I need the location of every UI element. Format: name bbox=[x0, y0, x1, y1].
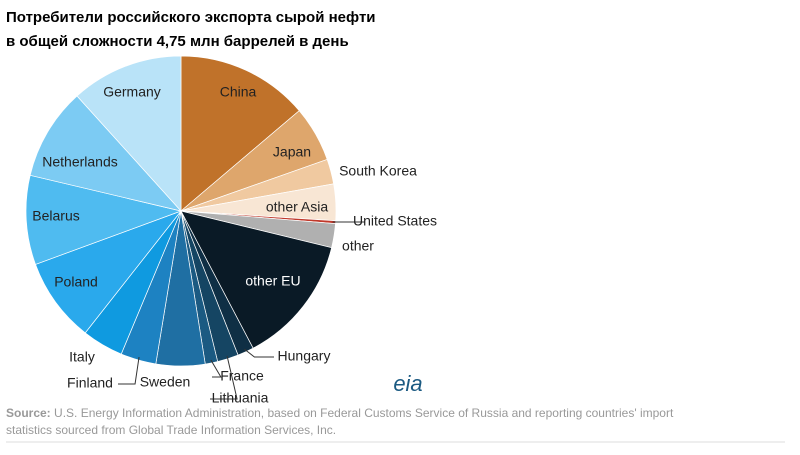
slice-label: Finland bbox=[67, 375, 113, 391]
source-line-2: statistics sourced from Global Trade Inf… bbox=[6, 423, 336, 437]
slice-label: China bbox=[220, 84, 257, 100]
source: Source: U.S. Energy Information Administ… bbox=[6, 406, 674, 420]
slice-label: Hungary bbox=[278, 348, 331, 364]
slice-label: Belarus bbox=[32, 208, 79, 224]
leader-line bbox=[118, 357, 139, 384]
chart-title: Потребители российского экспорта сырой н… bbox=[6, 9, 376, 26]
slice-label: United States bbox=[353, 213, 437, 229]
slice-label: other EU bbox=[245, 273, 300, 289]
source-label: Source: bbox=[6, 406, 51, 420]
slice-label: Germany bbox=[103, 84, 161, 100]
slice-label: Poland bbox=[54, 274, 98, 290]
slice-label: France bbox=[220, 368, 264, 384]
logo: eia bbox=[393, 371, 422, 396]
slice-label: Sweden bbox=[140, 374, 191, 390]
slice-label: Japan bbox=[273, 144, 311, 160]
slice-label: Netherlands bbox=[42, 154, 118, 170]
slice-label: Lithuania bbox=[212, 390, 269, 406]
slice-label: South Korea bbox=[339, 163, 417, 179]
slice-label: other Asia bbox=[266, 199, 328, 215]
slice-label: Italy bbox=[69, 349, 95, 365]
chart-subtitle: в общей сложности 4,75 млн баррелей в де… bbox=[6, 33, 349, 50]
source-text: U.S. Energy Information Administration, … bbox=[54, 406, 674, 420]
slice-label: other bbox=[342, 238, 374, 254]
